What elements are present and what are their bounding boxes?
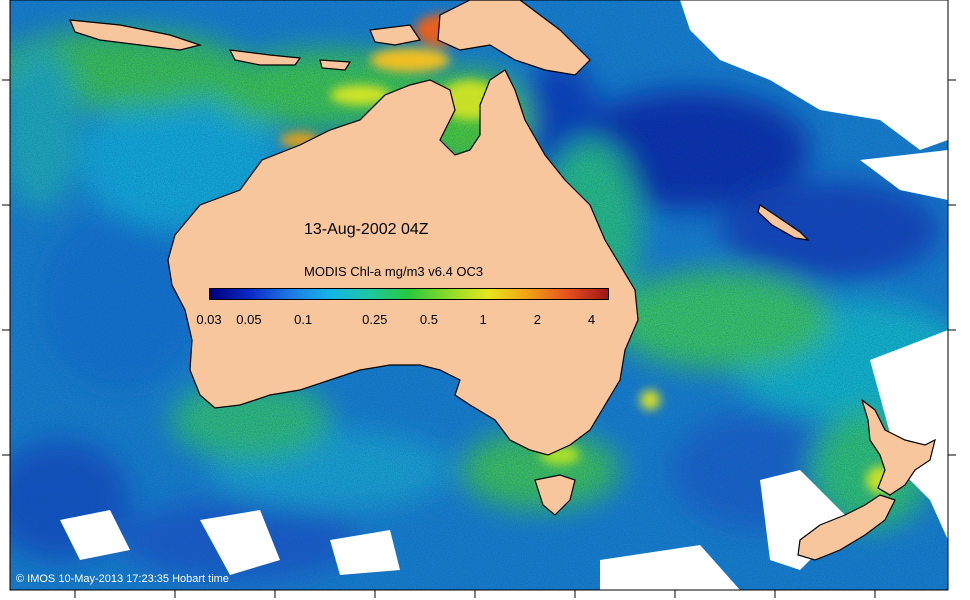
legend-tick-4: 0.5 — [419, 312, 439, 327]
new-zealand-south — [797, 494, 896, 561]
legend-color-bar — [209, 288, 609, 300]
legend-tick-6: 2 — [533, 312, 541, 327]
legend-tick-7: 4 — [587, 312, 596, 327]
new-zealand-north — [860, 398, 936, 496]
legend-title: MODIS Chl-a mg/m3 v6.4 OC3 — [304, 264, 484, 279]
legend-tick-0: 0.03 — [196, 312, 222, 327]
credit-text: © IMOS 10-May-2013 17:23:35 Hobart time — [16, 573, 229, 585]
indonesia — [69, 19, 203, 51]
no-data-regions — [60, 0, 948, 590]
land-masses — [69, 0, 936, 561]
new-guinea — [437, 0, 591, 76]
map-title: 13-Aug-2002 04Z — [304, 221, 429, 238]
australia — [167, 69, 639, 456]
frame-ticks — [2, 79, 956, 598]
legend-tick-2: 0.1 — [294, 312, 313, 327]
map-frame — [9, 0, 949, 591]
new-caledonia — [757, 204, 810, 241]
tasmania — [534, 474, 576, 516]
legend-tick-1: 0.05 — [236, 312, 262, 327]
legend-tick-5: 1 — [479, 312, 487, 327]
legend-tick-3: 0.25 — [362, 312, 388, 327]
